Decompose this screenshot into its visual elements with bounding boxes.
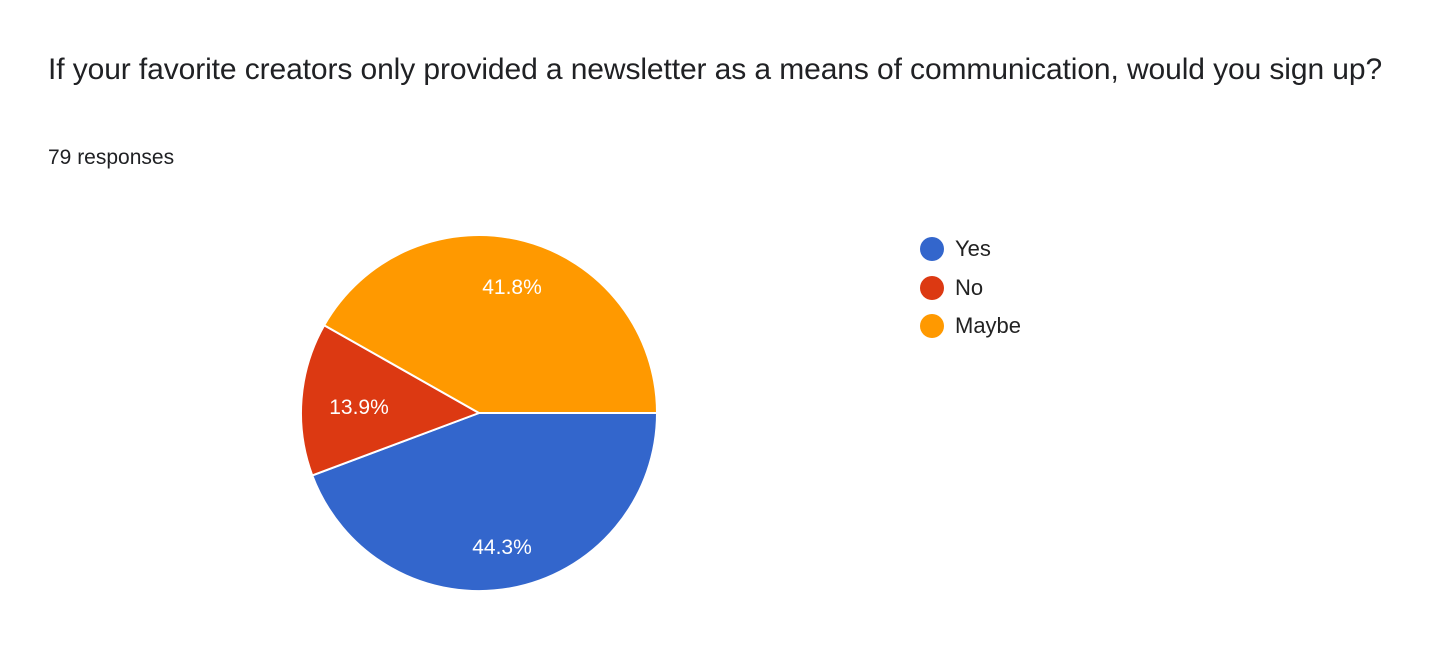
legend-label: Yes [955, 236, 991, 262]
pie-slice-maybe[interactable] [322, 234, 659, 414]
response-count: 79 responses [48, 146, 175, 169]
legend-item-maybe[interactable]: Maybe [920, 307, 1021, 346]
legend-item-yes[interactable]: Yes [920, 230, 1021, 269]
slice-label-no: 13.9% [329, 396, 389, 419]
legend-label: Maybe [955, 313, 1022, 339]
slice-label-maybe: 41.8% [482, 276, 542, 299]
chart-title: If your favorite creators only provided … [48, 53, 1383, 86]
legend-swatch-maybe-icon [920, 314, 944, 339]
slice-label-yes: 44.3% [472, 536, 532, 559]
pie-slice-yes[interactable] [310, 412, 659, 593]
legend-label: No [955, 274, 984, 300]
legend-swatch-yes-icon [920, 237, 944, 262]
legend: Yes No Maybe [920, 230, 1021, 346]
legend-swatch-no-icon [920, 275, 944, 300]
legend-item-no[interactable]: No [920, 269, 1021, 308]
pie-slice-no[interactable] [300, 323, 482, 477]
